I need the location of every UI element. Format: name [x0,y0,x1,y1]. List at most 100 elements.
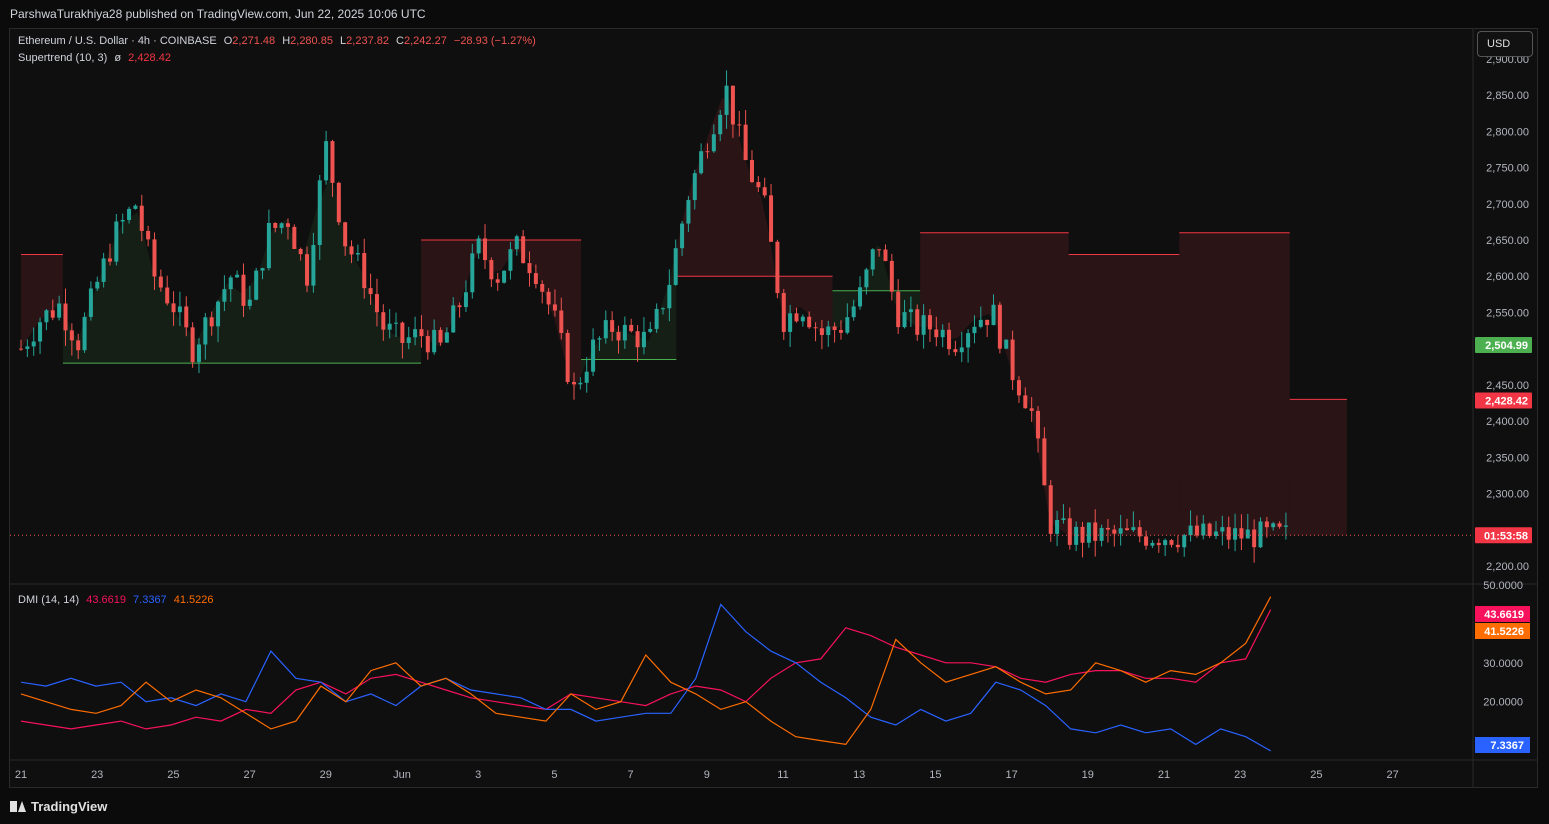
time-tick-label: 21 [1158,769,1170,781]
candle-body [483,238,488,261]
candle-body [1125,528,1130,531]
time-tick-label: 9 [704,769,710,781]
candle-body [788,313,793,332]
candle-body [285,223,290,227]
time-tick-label: Jun [393,769,411,781]
candle-body [667,284,672,309]
currency-button[interactable]: USD [1477,31,1533,57]
candle-body [775,241,780,294]
candle-body [438,329,443,343]
candle-body [451,305,456,333]
candle-body [413,329,418,338]
candle-body [387,323,392,330]
candle-body [997,304,1002,349]
candle-body [1010,339,1015,381]
candle-body [317,180,322,246]
time-tick-label: 25 [1310,769,1322,781]
candle-body [196,344,201,363]
candle-body [527,263,532,274]
candle-body [38,322,43,342]
candle-body [902,312,907,328]
candle-body [826,326,831,336]
candle-body [819,328,824,336]
candle-body [57,303,62,318]
candle-body [1156,542,1161,546]
candle-body [832,326,837,331]
price-legend: Ethereum / U.S. Dollar · 4h · COINBASE O… [18,35,540,47]
candle-body [966,333,971,348]
candle-body [940,329,945,338]
dmi-badge [1475,606,1530,622]
time-tick-label: 21 [15,769,27,781]
tradingview-logo[interactable]: TradingView [10,799,107,814]
candle-body [743,124,748,160]
candle-body [50,310,55,318]
candle-body [692,173,697,201]
close-label: C [396,35,404,47]
candle-body [546,291,551,305]
supertrend-label[interactable]: Supertrend (10, 3) [18,52,108,64]
symbol-title[interactable]: Ethereum / U.S. Dollar · 4h · COINBASE [18,35,217,47]
candle-body [1271,523,1276,528]
candle-body [63,303,68,331]
candle-body [470,253,475,293]
price-badge-label: 01:53:58 [1484,530,1528,542]
candle-body [1194,525,1199,536]
candle-body [648,328,653,332]
candle-body [82,316,87,351]
time-tick-label: 25 [167,769,179,781]
candle-body [730,85,735,125]
candle-body [463,292,468,308]
time-tick-label: 27 [243,769,255,781]
dmi-tick-label: 50.0000 [1483,580,1523,592]
candle-body [343,222,348,247]
time-tick-label: 15 [929,769,941,781]
candle-body [629,324,634,332]
supertrend-fill [1179,232,1290,536]
price-badge-label: 2,428.42 [1485,395,1528,407]
candle-body [1137,527,1142,537]
dmi-badge-label: 43.6619 [1484,609,1524,621]
dmi-minus-value: 7.3367 [133,594,167,606]
candle-body [330,141,335,183]
supertrend-fill [421,240,582,390]
candle-body [622,324,627,341]
candle-body [972,326,977,334]
time-tick-label: 23 [1234,769,1246,781]
candle-body [991,304,996,326]
dmi-series-line [20,603,1271,752]
candle-body [44,310,49,323]
time-tick-label: 23 [91,769,103,781]
candle-body [1099,527,1104,541]
supertrend-fill [1289,399,1347,536]
price-badge-label: 2,504.99 [1485,340,1528,352]
brand-name: TradingView [31,799,108,814]
candle-body [985,319,990,326]
supertrend-sep: ø [114,52,122,64]
candle-body [406,337,411,343]
candle-body [699,151,704,174]
publish-info: ParshwaTurakhiya28 published on TradingV… [10,7,426,21]
candle-body [216,301,221,327]
candle-body [1207,523,1212,536]
candle-body [781,293,786,332]
candle-body [616,331,621,341]
candle-body [572,382,577,385]
candle-body [673,248,678,285]
price-tick-label: 2,750.00 [1486,163,1529,175]
dmi-label[interactable]: DMI (14, 14) [18,594,80,606]
candle-body [1016,380,1021,396]
candle-body [1277,523,1282,527]
candle-body [247,299,252,306]
candle-body [1023,395,1028,409]
dmi-badge-label: 41.5226 [1484,626,1524,638]
chart-frame[interactable] [9,28,1538,788]
candle-body [552,304,557,311]
candle-body [1169,540,1174,545]
candle-body [908,309,913,313]
candle-body [591,339,596,372]
candle-body [807,316,812,328]
candle-body [165,287,170,304]
candle-body [432,329,437,353]
